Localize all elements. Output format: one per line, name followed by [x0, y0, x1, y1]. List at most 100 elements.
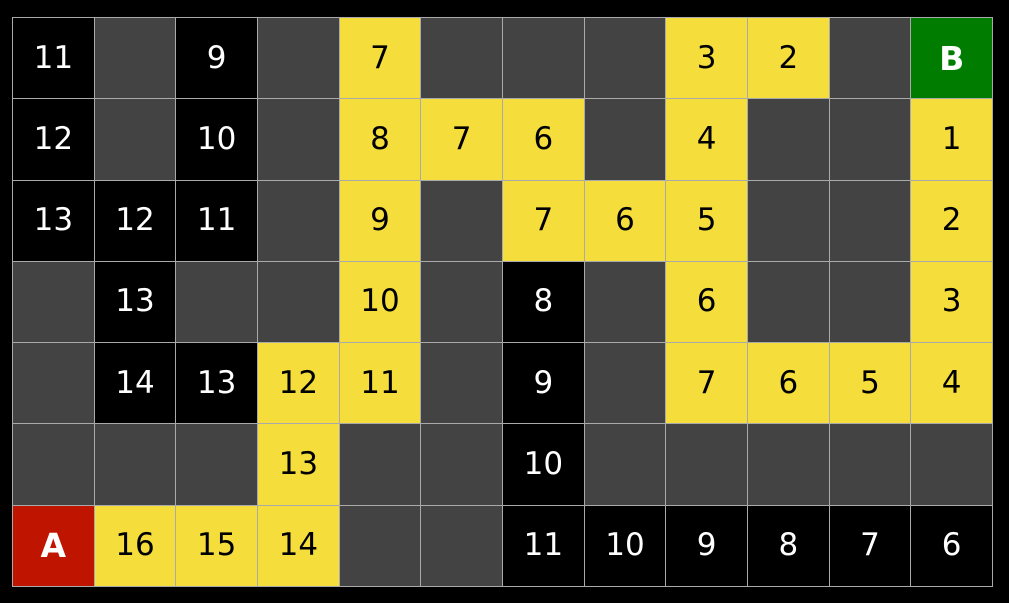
grid-cell-visited[interactable]: 13	[176, 343, 257, 424]
grid-cell-label: 7	[696, 364, 717, 401]
grid-cell-visited[interactable]: 12	[13, 99, 94, 180]
grid-cell-unvisited[interactable]	[421, 424, 502, 505]
grid-cell-path[interactable]: 4	[666, 99, 747, 180]
grid-cell-path[interactable]: 9	[339, 180, 421, 261]
grid-cell-path[interactable]: 7	[339, 18, 421, 99]
grid-cell-label: 6	[941, 527, 962, 564]
grid-cell-path[interactable]: 15	[176, 505, 257, 586]
grid-cell-label: 7	[370, 39, 390, 76]
grid-cell-label: 13	[33, 202, 74, 239]
grid-cell-unvisited[interactable]	[747, 180, 829, 261]
grid-cell-unvisited[interactable]	[257, 180, 339, 261]
grid-cell-unvisited[interactable]	[584, 99, 666, 180]
grid-cell-unvisited[interactable]	[747, 424, 829, 505]
grid-cell-path[interactable]: 11	[339, 343, 421, 424]
grid-cell-path[interactable]: 7	[666, 343, 747, 424]
grid-cell-path[interactable]: 14	[257, 505, 339, 586]
grid-cell-label: 4	[941, 364, 962, 401]
grid-cell-unvisited[interactable]	[502, 18, 584, 99]
grid-cell-path[interactable]: 5	[829, 343, 911, 424]
grid-cell-unvisited[interactable]	[747, 99, 829, 180]
grid-cell-label: 8	[778, 527, 799, 564]
grid-cell-unvisited[interactable]	[176, 261, 257, 343]
grid-cell-path[interactable]: 3	[911, 261, 992, 343]
grid-cell-unvisited[interactable]	[584, 343, 666, 424]
grid-cell-visited[interactable]: 10	[584, 505, 666, 586]
grid-cell-label: 10	[196, 120, 237, 157]
grid-cell-path[interactable]: 6	[502, 99, 584, 180]
grid-cell-label: 14	[115, 364, 155, 401]
grid-cell-unvisited[interactable]	[666, 424, 747, 505]
grid-cell-path[interactable]: 13	[257, 424, 339, 505]
grid-cell-label: 13	[115, 283, 155, 320]
grid-cell-unvisited[interactable]	[94, 424, 176, 505]
grid-cell-start-marker[interactable]: A	[13, 505, 94, 586]
grid-cell-label: 1	[941, 120, 962, 157]
grid-cell-unvisited[interactable]	[829, 261, 911, 343]
grid-cell-path[interactable]: 4	[911, 343, 992, 424]
grid-cell-visited[interactable]: 9	[176, 18, 257, 99]
grid-cell-unvisited[interactable]	[584, 424, 666, 505]
grid-cell-unvisited[interactable]	[257, 261, 339, 343]
grid-cell-visited[interactable]: 11	[13, 18, 94, 99]
grid-cell-path[interactable]: 2	[747, 18, 829, 99]
grid-cell-path[interactable]: 6	[747, 343, 829, 424]
grid-cell-unvisited[interactable]	[13, 424, 94, 505]
grid-cell-unvisited[interactable]	[829, 424, 911, 505]
grid-cell-unvisited[interactable]	[339, 424, 421, 505]
grid-cell-path[interactable]: 7	[502, 180, 584, 261]
grid-cell-visited[interactable]: 7	[829, 505, 911, 586]
grid-cell-unvisited[interactable]	[339, 505, 421, 586]
grid-cell-path[interactable]: 6	[584, 180, 666, 261]
grid-cell-visited[interactable]: 13	[94, 261, 176, 343]
grid-cell-unvisited[interactable]	[584, 261, 666, 343]
grid-cell-visited[interactable]: 14	[94, 343, 176, 424]
grid-cell-unvisited[interactable]	[257, 99, 339, 180]
grid-cell-unvisited[interactable]	[13, 261, 94, 343]
grid-cell-label: 12	[33, 120, 74, 157]
grid-cell-visited[interactable]: 13	[13, 180, 94, 261]
grid-cell-unvisited[interactable]	[747, 261, 829, 343]
grid-cell-path[interactable]: 2	[911, 180, 992, 261]
grid-cell-unvisited[interactable]	[421, 180, 502, 261]
grid-cell-label: 9	[206, 39, 227, 76]
grid-cell-unvisited[interactable]	[829, 99, 911, 180]
grid-cell-unvisited[interactable]	[94, 99, 176, 180]
grid-cell-unvisited[interactable]	[94, 18, 176, 99]
grid-cell-unvisited[interactable]	[421, 505, 502, 586]
grid-cell-path[interactable]: 8	[339, 99, 421, 180]
grid-cell-unvisited[interactable]	[421, 343, 502, 424]
grid-cell-visited[interactable]: 9	[502, 343, 584, 424]
grid-cell-visited[interactable]: 8	[747, 505, 829, 586]
grid-cell-unvisited[interactable]	[911, 424, 992, 505]
grid-cell-visited[interactable]: 10	[176, 99, 257, 180]
grid-cell-path[interactable]: 3	[666, 18, 747, 99]
grid-cell-unvisited[interactable]	[584, 18, 666, 99]
grid-cell-goal-marker[interactable]: B	[911, 18, 992, 99]
grid-cell-visited[interactable]: 10	[502, 424, 584, 505]
grid-cell-path[interactable]: 16	[94, 505, 176, 586]
grid-cell-visited[interactable]: 11	[176, 180, 257, 261]
grid-cell-path[interactable]: 1	[911, 99, 992, 180]
grid-cell-path[interactable]: 7	[421, 99, 502, 180]
grid-cell-unvisited[interactable]	[257, 18, 339, 99]
grid-cell-visited[interactable]: 9	[666, 505, 747, 586]
grid-cell-label: 7	[533, 202, 554, 239]
grid-cell-visited[interactable]: 11	[502, 505, 584, 586]
grid-cell-unvisited[interactable]	[13, 343, 94, 424]
grid-cell-unvisited[interactable]	[421, 18, 502, 99]
grid-cell-path[interactable]: 10	[339, 261, 421, 343]
grid-cell-unvisited[interactable]	[829, 180, 911, 261]
grid-cell-label: 7	[451, 120, 472, 157]
grid-cell-visited[interactable]: 12	[94, 180, 176, 261]
grid-cell-path[interactable]: 12	[257, 343, 339, 424]
grid-cell-unvisited[interactable]	[421, 261, 502, 343]
grid-cell-unvisited[interactable]	[176, 424, 257, 505]
grid-cell-unvisited[interactable]	[829, 18, 911, 99]
grid-cell-visited[interactable]: 8	[502, 261, 584, 343]
grid-cell-path[interactable]: 6	[666, 261, 747, 343]
grid-cell-label: 15	[196, 527, 237, 564]
grid-cell-path[interactable]: 5	[666, 180, 747, 261]
distance-grid: 11 9 7 3 2 B 12 10 8 7 6 4 1 13 12 11 9 7 6 5 2 13 10 8 6 3 14 13 12…	[12, 17, 993, 587]
grid-cell-visited[interactable]: 6	[911, 505, 992, 586]
